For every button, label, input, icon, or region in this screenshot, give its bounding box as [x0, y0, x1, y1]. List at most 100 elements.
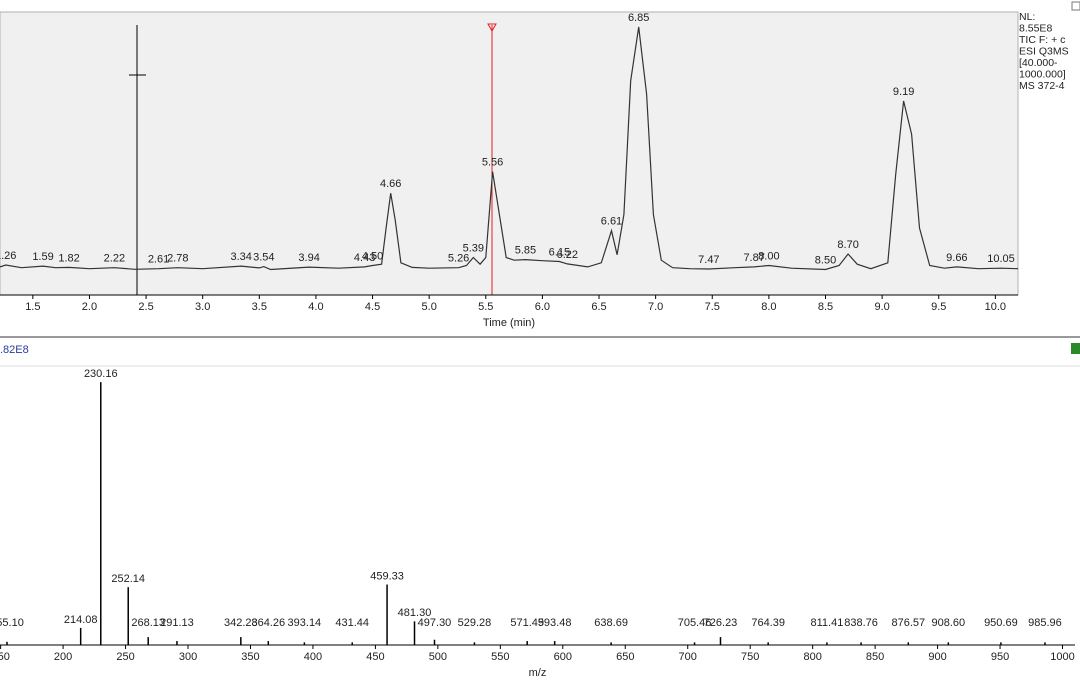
x-tick-label: 800	[803, 651, 821, 663]
selected-scan-marker	[487, 23, 497, 33]
peak-label: 3.94	[298, 252, 319, 264]
peak-label: 7.47	[698, 254, 719, 266]
peak-label: 5.26	[448, 253, 469, 265]
chromatogram-frame	[0, 11, 1019, 296]
peak-label: 4.43	[354, 252, 375, 264]
peak-label: 6.61	[601, 216, 622, 228]
peak-label: 2.61	[148, 254, 169, 266]
peak-label: 876.57	[891, 617, 925, 629]
peak-label: 638.69	[594, 617, 628, 629]
pane-icon[interactable]	[1071, 1, 1080, 11]
peak-label: 4.66	[380, 178, 401, 190]
x-tick-label: 8.5	[818, 301, 833, 313]
x-tick-label: 750	[741, 651, 759, 663]
peak-label: 291.13	[160, 617, 194, 629]
peak-label: 268.13	[131, 617, 165, 629]
x-tick-label: 3.0	[195, 301, 210, 313]
peak-label: 431.44	[335, 617, 369, 629]
x-tick-label: 4.0	[308, 301, 323, 313]
peak-label: 764.39	[751, 617, 785, 629]
peak-label: 459.33	[370, 570, 404, 582]
peak-label: 2.22	[104, 253, 125, 265]
peak-label: 9.19	[893, 86, 914, 98]
x-tick-label: 200	[54, 651, 72, 663]
info-line: NL:	[1019, 11, 1035, 23]
x-tick-label: 450	[366, 651, 384, 663]
peak-label: 838.76	[844, 617, 878, 629]
info-line: 8.55E8	[1019, 22, 1052, 34]
peak-label: 252.14	[111, 573, 145, 585]
pin-icon[interactable]	[1071, 343, 1080, 354]
peak-label: 342.28	[224, 617, 258, 629]
x-tick-label: 950	[991, 651, 1009, 663]
peak-label: 985.96	[1028, 617, 1062, 629]
x-tick-label: 900	[928, 651, 946, 663]
spectrum-header: .82E8	[0, 344, 29, 356]
x-tick-label: 400	[304, 651, 322, 663]
x-tick-label: 3.5	[252, 301, 267, 313]
x-tick-label: 2.0	[82, 301, 97, 313]
peak-label: 9.66	[946, 252, 967, 264]
peak-label: 571.49	[510, 617, 544, 629]
peak-label: 1.82	[58, 252, 79, 264]
x-tick-label: 1000	[1050, 651, 1074, 663]
peak-label: 214.08	[64, 614, 98, 626]
peak-label: 4.50	[362, 250, 383, 262]
peak-label: 908.60	[931, 617, 965, 629]
x-tick-label: 2.5	[138, 301, 153, 313]
info-line: MS 372-4	[1019, 80, 1065, 92]
peak-label: 705.46	[678, 617, 712, 629]
peak-label: 593.48	[538, 617, 572, 629]
x-tick-label: 150	[0, 651, 10, 663]
info-line: ESI Q3MS	[1019, 45, 1069, 57]
peak-label: 811.41	[810, 617, 843, 629]
x-tick-label: 500	[429, 651, 447, 663]
peak-label: 5.39	[463, 242, 484, 254]
x-axis-label: Time (min)	[483, 317, 535, 329]
peak-label: 5.56	[482, 157, 503, 169]
peak-label: 7.87	[743, 252, 764, 264]
peak-label: 497.30	[418, 617, 452, 629]
x-tick-label: 1.5	[25, 301, 40, 313]
trace-line	[0, 26, 1019, 271]
peak-label: 10.05	[987, 253, 1015, 265]
peak-label: 8.00	[758, 250, 779, 262]
x-tick-label: 5.5	[478, 301, 493, 313]
info-line: [40.000-	[1019, 57, 1058, 69]
peak-label: 726.23	[704, 617, 738, 629]
x-tick-label: 7.5	[705, 301, 720, 313]
x-tick-label: 6.5	[591, 301, 606, 313]
peak-label: 393.14	[288, 617, 322, 629]
peak-label: 950.69	[984, 617, 1018, 629]
x-tick-label: 10.0	[985, 301, 1006, 313]
peak-label: 364.26	[251, 617, 285, 629]
peak-label: 8.70	[837, 239, 858, 251]
x-tick-label: 300	[179, 651, 197, 663]
peak-label: 3.34	[230, 251, 251, 263]
x-tick-label: 9.0	[874, 301, 889, 313]
peak-label: 3.54	[253, 251, 274, 263]
peak-label: 1.59	[32, 251, 53, 263]
peak-label: 6.22	[557, 249, 578, 261]
peak-label: 6.15	[549, 246, 570, 258]
peak-label: 481.30	[398, 607, 432, 619]
peak-label: 230.16	[84, 368, 118, 380]
x-tick-label: 6.0	[535, 301, 550, 313]
x-tick-label: 9.5	[931, 301, 946, 313]
x-tick-label: 850	[866, 651, 884, 663]
x-tick-label: 7.0	[648, 301, 663, 313]
x-tick-label: 250	[116, 651, 134, 663]
x-tick-label: 650	[616, 651, 634, 663]
info-line: TIC F: + c	[1019, 34, 1065, 46]
peak-label: 5.85	[515, 245, 536, 257]
peak-label: 8.50	[815, 254, 836, 266]
peak-label: 155.10	[0, 617, 24, 629]
peak-label: 2.78	[167, 253, 188, 265]
x-tick-label: 350	[241, 651, 259, 663]
peak-label: 529.28	[458, 617, 492, 629]
x-tick-label: 700	[679, 651, 697, 663]
x-axis-label: m/z	[529, 667, 547, 679]
x-tick-label: 600	[554, 651, 572, 663]
info-line: 1000.000]	[1019, 68, 1066, 80]
